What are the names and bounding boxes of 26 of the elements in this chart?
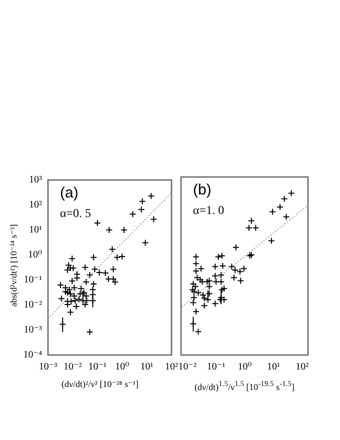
x-tick-label: 10²	[165, 362, 178, 373]
x-tick-label: 10⁻¹	[206, 362, 226, 373]
y-tick-label: 10¹	[29, 224, 42, 236]
annotation: (a)	[60, 184, 78, 202]
x-tick-label: 10⁻³	[38, 362, 58, 373]
annotation: (b)	[193, 182, 212, 199]
x-tick-label: 10⁻²	[64, 362, 82, 373]
y-tick-label: 10⁻⁴	[23, 350, 43, 361]
y-tick-label: 10³	[29, 174, 42, 186]
x-tick-label: 10²	[296, 362, 309, 373]
x-tick-label: 10¹	[266, 362, 280, 373]
x-tick-label: 10⁻²	[178, 362, 197, 373]
y-axis-title: abs(d²ν/dt²) [10⁻²⁴ s⁻³]	[8, 223, 20, 309]
y-tick-label: 10⁻¹	[24, 274, 42, 286]
x-tick-label: 10⁰	[115, 362, 130, 373]
x-tick-label: 10¹	[140, 362, 154, 373]
text: (dν/dt)$^{1.5}$/ν$^{1.5}$ [10$^{-19.5}$ s$^{-1.5}$]	[194, 379, 294, 392]
y-tick-label: 10⁻²	[24, 300, 42, 311]
x-tick-label: 10⁰	[238, 362, 252, 373]
annotation: α=1. 0	[193, 203, 224, 218]
y-tick-label: 10⁻³	[24, 324, 42, 336]
x-tick-label: 10⁻¹	[88, 362, 107, 373]
y-tick-label: 10²	[29, 200, 42, 211]
x-axis-title: (dν/dt)²/ν³ [10⁻²⁸ s⁻¹]	[60, 379, 140, 390]
annotation: α=0. 5	[60, 206, 92, 220]
y-tick-label: 10⁰	[28, 250, 42, 261]
